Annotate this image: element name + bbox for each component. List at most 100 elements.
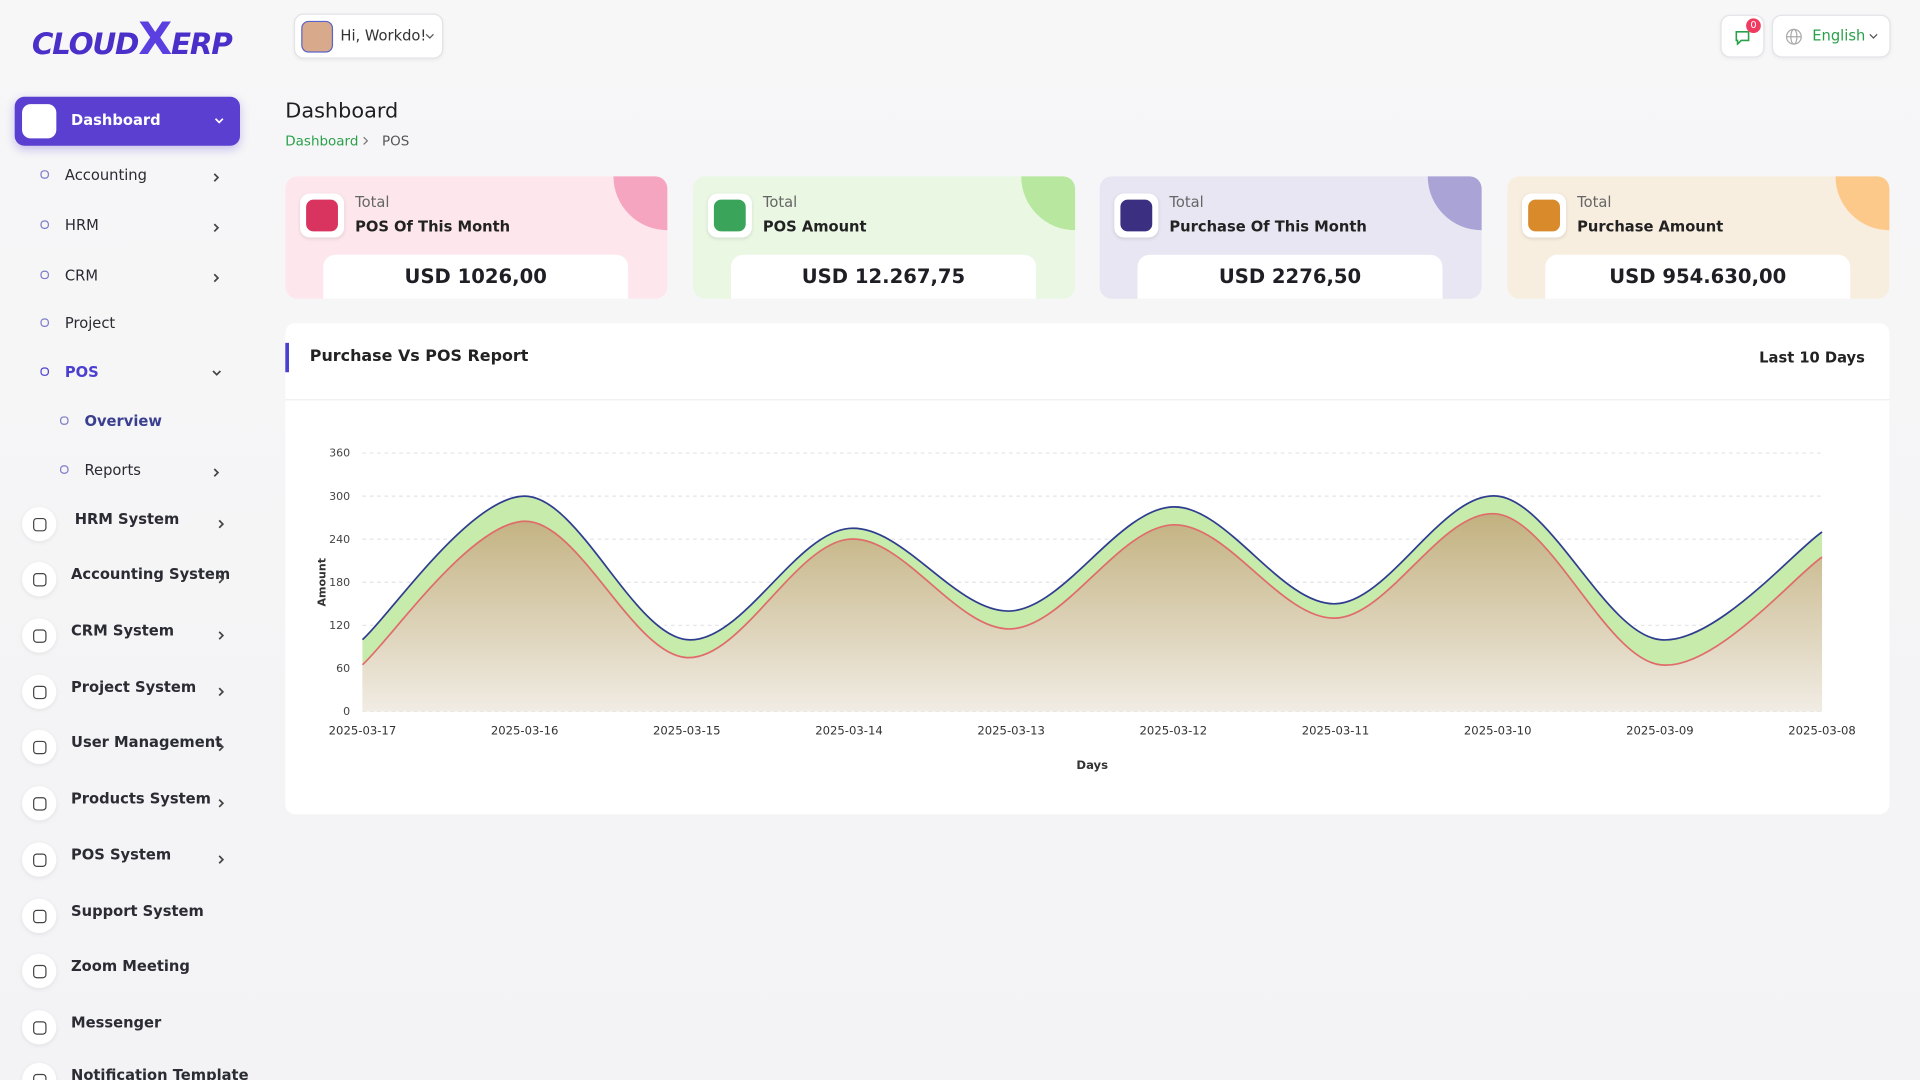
bullet: [60, 416, 69, 425]
menu-label: Notification Template: [71, 1066, 249, 1080]
menu-item[interactable]: Messenger: [0, 1008, 245, 1047]
corner-decoration: [1427, 176, 1482, 231]
menu-label: Project System: [71, 678, 197, 696]
menu-icon: [22, 674, 57, 709]
notification-button[interactable]: 0: [1720, 14, 1765, 58]
bullet: [40, 270, 49, 280]
icon-glyph: [33, 797, 47, 811]
icon-glyph: [33, 629, 47, 643]
menu-icon: [22, 842, 57, 877]
menu-label: POS System: [71, 846, 172, 864]
icon-glyph: [33, 964, 47, 979]
corner-decoration: [1835, 176, 1890, 231]
menu-label: Zoom Meeting: [71, 957, 190, 975]
x-tick-label: 2025-03-08: [1788, 724, 1856, 738]
logo-text: ERP: [170, 26, 233, 62]
menu-label: User Management: [71, 733, 223, 751]
logo-text: CLOUD: [31, 26, 140, 62]
menu-icon: [22, 729, 57, 765]
menu-item[interactable]: Zoom Meeting: [0, 951, 245, 990]
logo-text: X: [138, 14, 172, 65]
menu-item[interactable]: Notification Template: [0, 1060, 249, 1080]
submenu-item[interactable]: CRM: [0, 264, 245, 288]
bullet: [40, 367, 49, 376]
icon-glyph: [33, 853, 47, 867]
x-tick-label: 2025-03-17: [329, 724, 397, 738]
y-tick-label: 180: [329, 576, 350, 589]
page-title: Dashboard: [285, 99, 399, 124]
chart: 0 60 120 180 240 300 360 2025-03-17 2025-03-16 20…: [316, 447, 1856, 772]
chevron: [218, 798, 225, 808]
globe-icon: [1785, 28, 1802, 45]
chevron: [213, 223, 220, 233]
greeting: Hi, Workdo!: [340, 26, 427, 45]
chevron: [213, 173, 220, 182]
card-icon-glyph: [1528, 199, 1560, 232]
divider: [285, 399, 1890, 401]
submenu-item[interactable]: POS: [0, 361, 245, 385]
card-icon-glyph: [1120, 199, 1153, 232]
card-label: Total: [1169, 193, 1204, 211]
submenu-item[interactable]: Overview: [0, 410, 245, 434]
icon-glyph: [33, 517, 47, 532]
icon-glyph: [33, 1073, 47, 1080]
card-value: USD 12.267,75: [731, 254, 1036, 299]
chevron: [213, 273, 220, 283]
breadcrumb-current: POS: [382, 133, 410, 150]
submenu-label: HRM: [64, 216, 99, 234]
submenu-item[interactable]: Project: [0, 312, 245, 336]
stat-card: Total POS Amount USD 12.267,75: [693, 176, 1076, 299]
card-value: USD 954.630,00: [1545, 254, 1851, 299]
menu-item[interactable]: POS System: [0, 840, 245, 879]
menu-icon: [22, 1010, 57, 1045]
stat-card: Total POS Of This Month USD 1026,00: [285, 176, 668, 299]
submenu-label: Reports: [84, 461, 141, 479]
chevron: [218, 519, 225, 529]
menu-item[interactable]: Project System: [0, 672, 245, 711]
card-title: Purchase Amount: [1577, 217, 1724, 236]
menu-icon: [22, 562, 57, 597]
menu-item[interactable]: Support System: [0, 896, 245, 935]
chevron: [214, 118, 224, 124]
logo[interactable]: CLOUDXERP: [31, 14, 233, 65]
y-tick-label: 300: [329, 490, 350, 503]
card-value: USD 1026,00: [323, 254, 629, 299]
x-tick-label: 2025-03-11: [1302, 724, 1370, 738]
submenu-label: POS: [64, 363, 99, 381]
bell-icon: [1735, 31, 1750, 46]
line: [361, 513, 1823, 666]
accent-bar: [285, 342, 289, 373]
icon-glyph: [33, 573, 47, 587]
menu-icon: [22, 506, 57, 542]
chevron: [425, 33, 434, 39]
x-tick-label: 2025-03-14: [815, 724, 883, 738]
menu-label: Messenger: [71, 1013, 162, 1032]
menu-item[interactable]: Accounting System: [0, 560, 245, 599]
chevron: [218, 855, 225, 864]
bullet: [60, 465, 69, 474]
menu-icon: [22, 1062, 57, 1080]
language-select[interactable]: English: [1771, 14, 1891, 58]
submenu-item[interactable]: HRM: [0, 214, 245, 238]
chevron: [218, 574, 225, 584]
card-title: POS Of This Month: [355, 217, 511, 236]
menu-item[interactable]: CRM System: [0, 616, 245, 655]
y-tick-label: 120: [329, 619, 350, 632]
card-title: POS Amount: [762, 217, 867, 236]
menu-item[interactable]: Products System: [0, 784, 245, 823]
menu-item[interactable]: HRM System: [0, 504, 245, 543]
menu-icon: [22, 104, 57, 139]
x-tick-label: 2025-03-10: [1464, 724, 1532, 738]
user-menu[interactable]: Hi, Workdo!: [293, 13, 444, 59]
submenu-item[interactable]: Accounting: [0, 164, 245, 188]
y-axis-label: Amount: [316, 557, 329, 606]
menu-item-active[interactable]: Dashboard: [14, 96, 240, 146]
chevron: [218, 687, 225, 697]
chevron: [212, 370, 222, 376]
report-period[interactable]: Last 10 Days: [1759, 348, 1865, 367]
breadcrumb-link[interactable]: Dashboard: [285, 133, 359, 150]
submenu-item[interactable]: Reports: [0, 459, 245, 483]
menu-item[interactable]: User Management: [0, 727, 245, 766]
chevron: [218, 631, 225, 640]
line: [361, 495, 1823, 641]
